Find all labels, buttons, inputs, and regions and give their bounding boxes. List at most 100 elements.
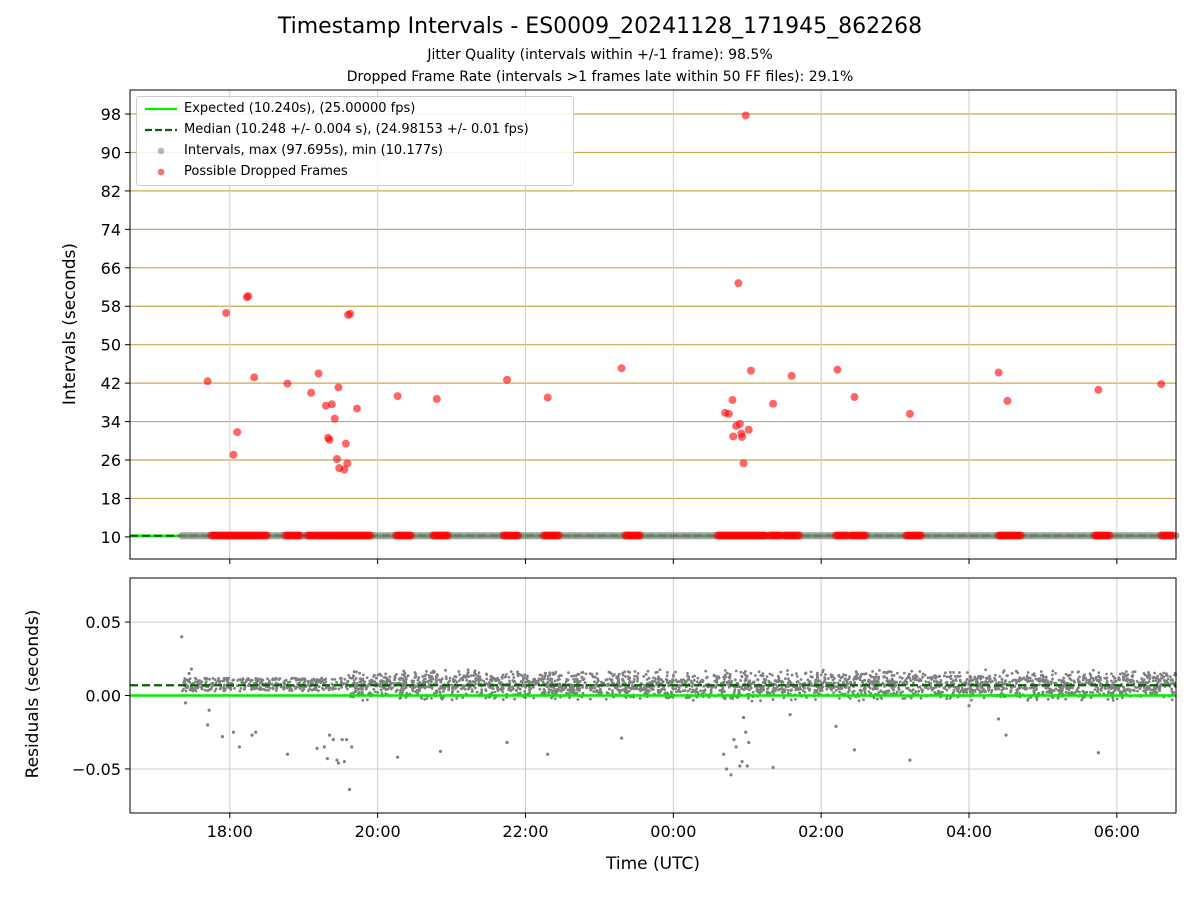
residual-point (348, 676, 352, 680)
residual-point (774, 683, 778, 687)
residual-point (595, 682, 599, 686)
residual-point (677, 688, 681, 692)
dropped-frame-point (503, 375, 512, 384)
residual-point (867, 678, 871, 682)
residual-point (245, 678, 249, 682)
residual-point (320, 686, 324, 690)
residual-point (1163, 679, 1167, 683)
residual-point (1123, 688, 1126, 691)
residual-point (1096, 688, 1100, 692)
residual-point (749, 672, 753, 675)
residual-point (691, 698, 695, 702)
residual-point (1154, 679, 1158, 683)
residual-point (629, 686, 633, 690)
x-tick-label: 04:00 (946, 822, 992, 841)
residual-point (1023, 687, 1027, 691)
dropped-frame-point (1105, 531, 1114, 540)
residual-point (379, 674, 383, 678)
residual-point (1000, 681, 1003, 684)
residual-point (485, 673, 489, 677)
residual-point (821, 668, 825, 672)
residual-point (1168, 675, 1172, 679)
residual-point (674, 670, 677, 674)
residual-point (759, 687, 763, 691)
residual-point (233, 686, 236, 690)
residual-point (450, 686, 454, 690)
residual-point (583, 681, 587, 684)
residual-point (413, 671, 417, 674)
residual-point (1096, 686, 1100, 690)
residual-point (330, 682, 334, 686)
residual-point (395, 672, 398, 676)
residual-point (260, 681, 263, 685)
residual-point (538, 673, 542, 677)
residual-point (576, 698, 580, 701)
residual-point (988, 677, 992, 681)
residual-point (473, 669, 477, 673)
residual-point (747, 740, 751, 745)
residual-point (247, 684, 250, 687)
dropped-frame-point (735, 419, 744, 428)
residual-point (1160, 676, 1163, 680)
residual-point (1118, 690, 1122, 694)
residual-point (763, 680, 767, 683)
residual-point (205, 677, 209, 681)
residual-point (1166, 677, 1170, 681)
residual-point (879, 696, 883, 699)
residual-point (1014, 682, 1018, 685)
residual-point (733, 685, 737, 689)
residual-point (631, 680, 634, 684)
residual-point (1057, 678, 1061, 682)
residual-point (993, 673, 997, 677)
residual-point (917, 689, 921, 693)
residual-point (1078, 690, 1081, 694)
residual-point (839, 676, 843, 679)
residual-point (911, 677, 915, 681)
residual-point (373, 690, 377, 694)
residual-point (1067, 688, 1071, 692)
residual-point (1034, 687, 1038, 691)
dropped-frame-point (334, 383, 343, 392)
residual-point (1005, 687, 1008, 691)
residual-point (870, 675, 874, 679)
legend-item-intervals: Intervals, max (97.695s), min (10.177s) (137, 143, 573, 159)
residual-point (550, 677, 554, 681)
residual-point (531, 680, 535, 684)
intervals-y-tick-label: 66 (101, 259, 121, 278)
residual-point (458, 679, 461, 682)
residual-point (803, 690, 807, 694)
residual-point (858, 678, 862, 682)
residual-point (618, 672, 621, 676)
residual-point (780, 679, 784, 683)
residual-point (1164, 673, 1168, 677)
dropped-frame-point (1003, 396, 1012, 405)
residual-point (635, 687, 639, 691)
residual-point (973, 688, 977, 692)
dropped-frame-point (636, 531, 645, 540)
residual-point (721, 686, 725, 690)
residual-point (480, 690, 483, 694)
residual-point (206, 723, 210, 727)
residual-point (216, 679, 220, 683)
residual-point (376, 673, 380, 677)
dropped-frame-point (330, 414, 339, 423)
residual-point (956, 689, 960, 693)
dropped-frame-point (341, 439, 350, 448)
dropped-frame-point (861, 531, 870, 540)
residual-point (908, 758, 912, 762)
residual-point (416, 691, 420, 695)
residual-point (509, 670, 513, 673)
residual-point (915, 678, 918, 682)
residual-point (827, 681, 830, 685)
residual-point (388, 679, 392, 683)
residual-point (1068, 677, 1071, 680)
residual-point (480, 688, 484, 692)
residual-point (781, 688, 785, 692)
residual-point (755, 686, 759, 690)
residual-point (511, 685, 514, 689)
residual-point (1077, 670, 1080, 674)
residual-point (762, 688, 766, 692)
residual-point (612, 673, 616, 676)
dropped-frame-point (744, 425, 753, 434)
residual-point (1084, 676, 1087, 680)
